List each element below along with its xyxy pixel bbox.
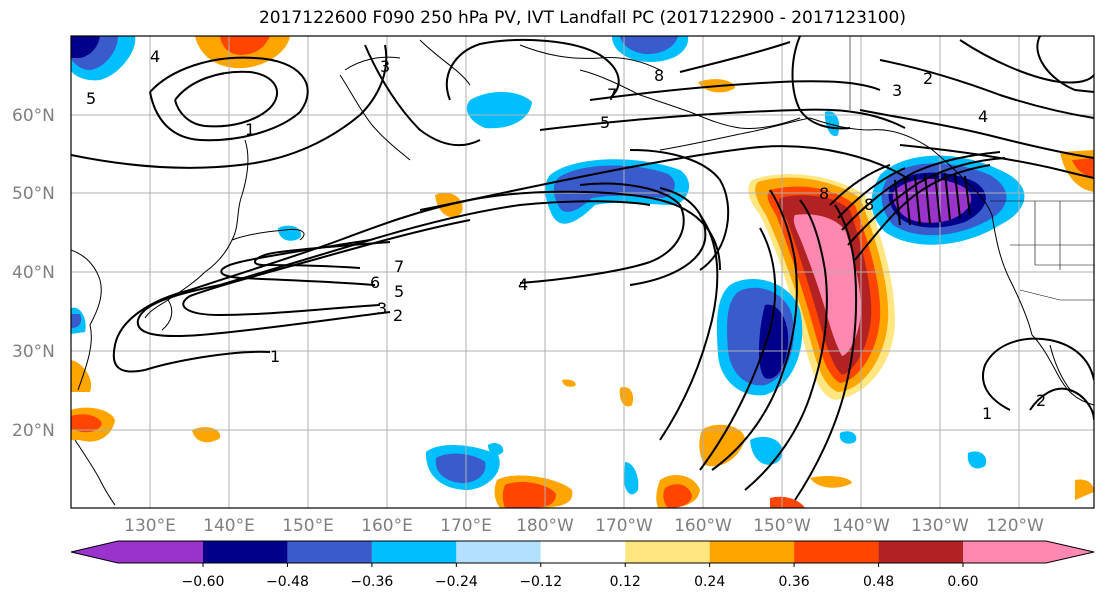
colorbar-tick-label: −0.60 (182, 574, 225, 590)
contour-label: 5 (86, 89, 96, 108)
contour-label: 5 (600, 113, 610, 132)
contour-label: 4 (150, 47, 160, 66)
borders (849, 36, 1094, 301)
lon-label: 170°W (595, 516, 653, 536)
latitude-labels: 60°N 50°N 40°N 30°N 20°N (12, 106, 55, 441)
contour-label: 8 (654, 66, 664, 85)
contour-label: 4 (518, 275, 528, 294)
lat-label: 50°N (12, 184, 55, 204)
lon-label: 130°E (124, 516, 176, 536)
contour-label: 3 (892, 81, 902, 100)
contour-label: 3 (377, 299, 387, 318)
lat-label: 60°N (12, 106, 55, 126)
colorbar-tick-label: −0.24 (435, 574, 478, 590)
contour-label: 8 (864, 195, 874, 214)
lon-label: 120°W (986, 516, 1044, 536)
colorbar-cell (203, 541, 288, 563)
contour-label: 7 (394, 257, 404, 276)
contour-label: 5 (394, 282, 404, 301)
lat-label: 20°N (12, 421, 55, 441)
lon-label: 130°W (911, 516, 969, 536)
contour-label: 8 (819, 184, 829, 203)
contour-label: 2 (1036, 391, 1046, 410)
colorbar-cell (794, 541, 879, 563)
map-title: 2017122600 F090 250 hPa PV, IVT Landfall… (258, 8, 906, 28)
colorbar-tick-label: 0.12 (610, 574, 641, 590)
lon-label: 140°W (832, 516, 890, 536)
contour-label: 1 (270, 347, 280, 366)
colorbar-cell (540, 541, 626, 563)
lon-label: 160°E (361, 516, 413, 536)
colorbar-tick-label: −0.12 (519, 574, 562, 590)
colorbar-cell (625, 541, 710, 563)
contour-label: 2 (393, 306, 403, 325)
lon-label: 170°E (440, 516, 492, 536)
contour-label: 1 (982, 404, 992, 423)
colorbar-extend-high (1046, 541, 1094, 563)
colorbar-tick-label: 0.24 (694, 574, 725, 590)
lon-label: 140°E (203, 516, 255, 536)
pv-contour-labels: 1 2 3 4 5 6 7 1 4 5 3 5 7 8 3 2 4 8 8 1 … (86, 47, 1046, 423)
longitude-labels: 130°E 140°E 150°E 160°E 170°E 180°W 170°… (124, 516, 1044, 536)
contour-label: 7 (607, 85, 617, 104)
lon-label: 150°W (753, 516, 811, 536)
colorbar-cell (878, 541, 963, 563)
colorbar-cell (456, 541, 541, 563)
map-frame (70, 35, 1095, 509)
colorbar-cell (371, 541, 457, 563)
colorbar-cell (287, 541, 372, 563)
colorbar-cell (963, 541, 1046, 563)
colorbar-tick-label: −0.48 (266, 574, 309, 590)
contour-label: 2 (923, 69, 933, 88)
colorbar-extend-low (71, 541, 118, 563)
contour-label: 4 (978, 107, 988, 126)
contour-label: 6 (370, 273, 380, 292)
coastlines (71, 39, 1094, 506)
colorbar: −0.60 −0.48 −0.36 −0.24 −0.12 0.12 0.24 0.36 0.4… (70, 540, 1095, 590)
colorbar-tick-label: 0.60 (947, 574, 978, 590)
lat-label: 40°N (12, 263, 55, 283)
colorbar-tick-label: 0.36 (779, 574, 810, 590)
colorbar-cell (118, 541, 203, 563)
graticule (71, 36, 1094, 508)
pv-contours (71, 36, 1094, 501)
lon-label: 160°W (674, 516, 732, 536)
colorbar-tick-label: 0.48 (863, 574, 894, 590)
lon-label: 150°E (282, 516, 334, 536)
contour-label: 3 (380, 57, 390, 76)
colorbar-cell (709, 541, 795, 563)
colorbar-tick-label: −0.36 (350, 574, 393, 590)
lat-label: 30°N (12, 342, 55, 362)
contour-label: 1 (245, 120, 255, 139)
lon-label: 180°W (516, 516, 574, 536)
